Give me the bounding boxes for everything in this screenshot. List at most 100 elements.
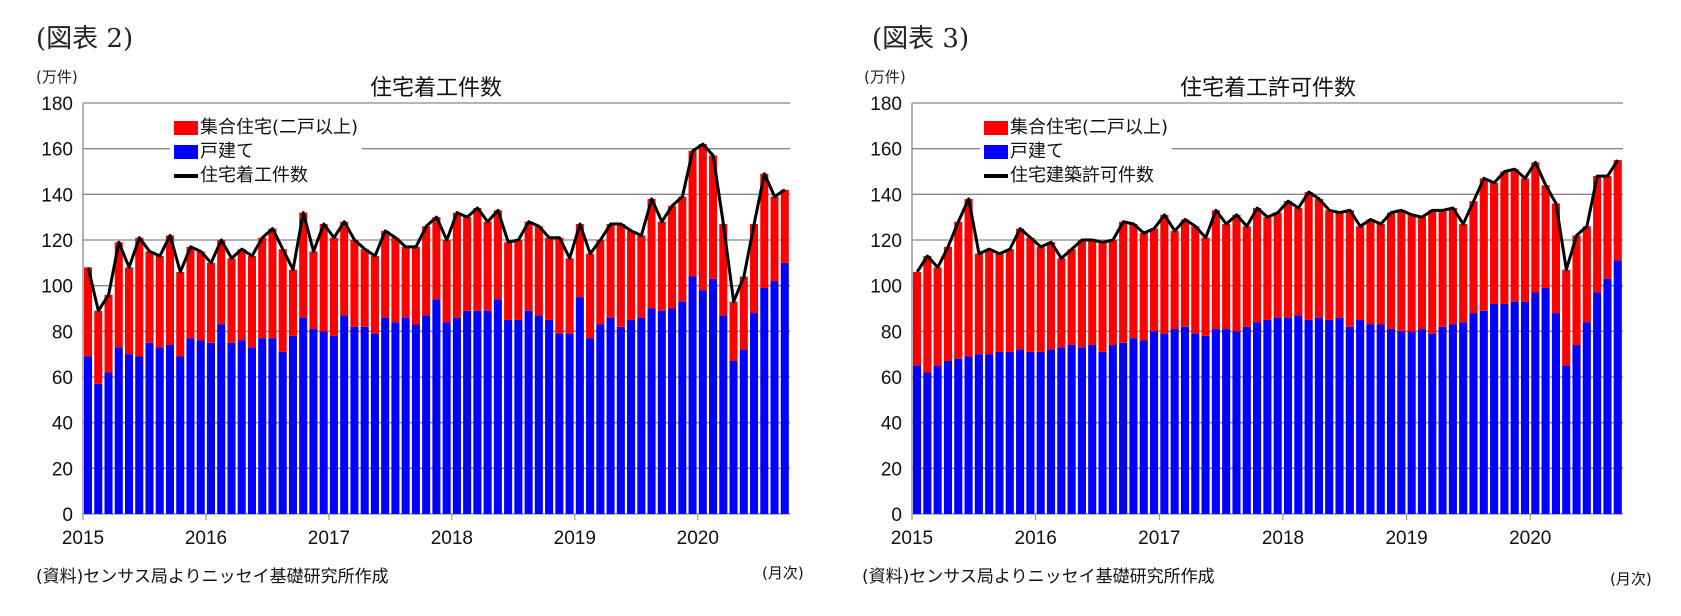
bar-single-family	[565, 333, 574, 514]
chart-title: 住宅着工件数	[369, 76, 502, 101]
bar-multifamily	[1551, 203, 1560, 314]
bar-single-family	[1479, 310, 1488, 514]
bar-single-family	[1119, 342, 1128, 514]
bar-single-family	[1448, 324, 1457, 514]
y-tick-label: 160	[41, 140, 73, 161]
bar-single-family	[1211, 329, 1220, 514]
bar-multifamily	[1345, 210, 1354, 327]
bar-single-family	[319, 331, 328, 514]
legend-item-single-family: 戸建て	[984, 140, 1168, 164]
bar-single-family	[709, 278, 718, 514]
bar-multifamily	[954, 221, 963, 359]
bar-single-family	[176, 356, 185, 514]
bar-single-family	[1273, 317, 1282, 514]
x-tick-label: 2019	[1385, 528, 1427, 549]
x-tick-label: 2017	[1138, 528, 1180, 549]
bar-multifamily	[268, 228, 277, 339]
bar-multifamily	[206, 262, 216, 343]
bar-multifamily	[1407, 214, 1416, 332]
bar-multifamily	[1098, 242, 1107, 352]
bar-multifamily	[1448, 208, 1457, 325]
bar-multifamily	[1077, 240, 1086, 348]
y-tick-label: 140	[41, 185, 73, 206]
bar-single-family	[647, 308, 656, 514]
bar-multifamily	[1057, 258, 1066, 348]
bar-single-family	[1387, 329, 1396, 514]
bar-single-family	[1232, 331, 1241, 514]
x-tick-label: 2016	[1015, 528, 1057, 549]
bar-multifamily	[1490, 182, 1499, 304]
bar-single-family	[1005, 351, 1014, 514]
bar-multifamily	[1438, 210, 1447, 327]
legend-label: 戸建て	[1010, 141, 1064, 162]
bar-single-family	[1088, 345, 1097, 514]
bar-multifamily	[309, 251, 318, 330]
bar-multifamily	[545, 237, 554, 320]
bar-single-family	[135, 356, 144, 514]
bar-multifamily	[135, 237, 144, 357]
bar-multifamily	[84, 267, 93, 357]
bar-single-family	[1428, 333, 1437, 514]
bar-single-family	[668, 308, 677, 514]
y-tick-label: 0	[62, 505, 73, 526]
y-tick-label: 160	[870, 140, 902, 161]
bar-multifamily	[288, 269, 297, 336]
bar-single-family	[1108, 345, 1117, 514]
bar-single-family	[1613, 260, 1622, 514]
bar-single-family	[678, 301, 687, 514]
bar-single-family	[555, 333, 564, 514]
bar-multifamily	[1129, 224, 1138, 339]
bar-single-family	[114, 347, 123, 514]
bar-single-family	[155, 347, 164, 514]
legend-item-multifamily: 集合住宅(二戸以上)	[984, 116, 1168, 140]
bar-single-family	[1366, 324, 1375, 514]
y-tick-label: 120	[41, 231, 73, 252]
bar-single-family	[1191, 333, 1200, 514]
bar-single-family	[124, 354, 134, 514]
bar-multifamily	[1046, 242, 1056, 350]
bar-single-family	[1335, 317, 1344, 514]
bar-multifamily	[1459, 224, 1468, 323]
bar-single-family	[974, 354, 983, 514]
bar-single-family	[145, 342, 154, 514]
bar-multifamily	[1222, 224, 1231, 330]
bar-multifamily	[370, 255, 379, 334]
bar-multifamily	[145, 251, 154, 343]
bar-multifamily	[350, 240, 359, 327]
bar-single-family	[1469, 313, 1478, 514]
bar-single-family	[442, 322, 451, 514]
bar-single-family	[780, 262, 789, 514]
bar-single-family	[1490, 303, 1499, 514]
bar-multifamily	[1253, 208, 1262, 323]
bar-single-family	[760, 287, 769, 514]
bar-single-family	[329, 335, 338, 514]
bar-single-family	[616, 326, 625, 514]
bar-single-family	[688, 276, 697, 514]
bar-multifamily	[943, 246, 953, 362]
bar-single-family	[1582, 322, 1591, 514]
bar-single-family	[432, 299, 441, 514]
bar-single-family	[698, 290, 707, 514]
bar-single-family	[1510, 301, 1519, 514]
bar-single-family	[1129, 338, 1138, 514]
bar-single-family	[94, 383, 103, 514]
bar-multifamily	[1294, 208, 1303, 316]
bar-single-family	[1077, 347, 1086, 514]
bar-multifamily	[104, 294, 113, 373]
line-swatch-icon	[984, 174, 1008, 178]
bar-single-family	[381, 317, 390, 514]
bar-multifamily	[770, 196, 779, 282]
bar-multifamily	[678, 196, 687, 302]
bar-multifamily	[524, 221, 533, 311]
bar-multifamily	[964, 198, 973, 357]
y-tick-label: 40	[881, 414, 902, 435]
x-tick-label: 2017	[308, 528, 350, 549]
bar-single-family	[770, 281, 779, 514]
bar-single-family	[1593, 292, 1602, 514]
bar-multifamily	[319, 224, 328, 332]
bar-multifamily	[1180, 219, 1190, 327]
bar-single-family	[1438, 326, 1447, 514]
total-line	[86, 142, 786, 313]
bar-single-family	[493, 299, 502, 514]
bar-multifamily	[565, 258, 574, 334]
